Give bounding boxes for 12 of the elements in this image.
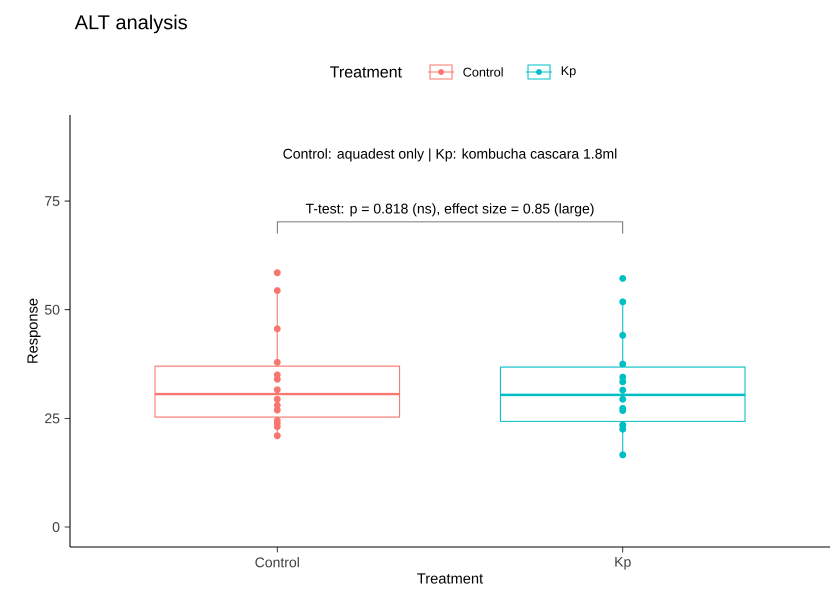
y-tick-label: 75: [45, 196, 60, 206]
x-axis-title: Treatment: [417, 573, 484, 584]
legend-title: Treatment: [330, 66, 402, 78]
y-tick-label: 50: [44, 304, 60, 315]
legend-label: Control: [463, 67, 503, 77]
legend-label: Kp: [562, 66, 576, 78]
chart-title: ALT analysis: [74, 14, 187, 34]
annotation: T-test: p = 0.818 (ns), effect size = 0.85 (large): [306, 203, 594, 216]
y-axis-title: Response: [27, 298, 41, 363]
annotation: Control: aquadest only | Kp: kombucha cascara 1.8ml: [283, 148, 616, 162]
y-tick-label: 0: [52, 522, 60, 532]
y-tick-label: 25: [45, 413, 60, 424]
